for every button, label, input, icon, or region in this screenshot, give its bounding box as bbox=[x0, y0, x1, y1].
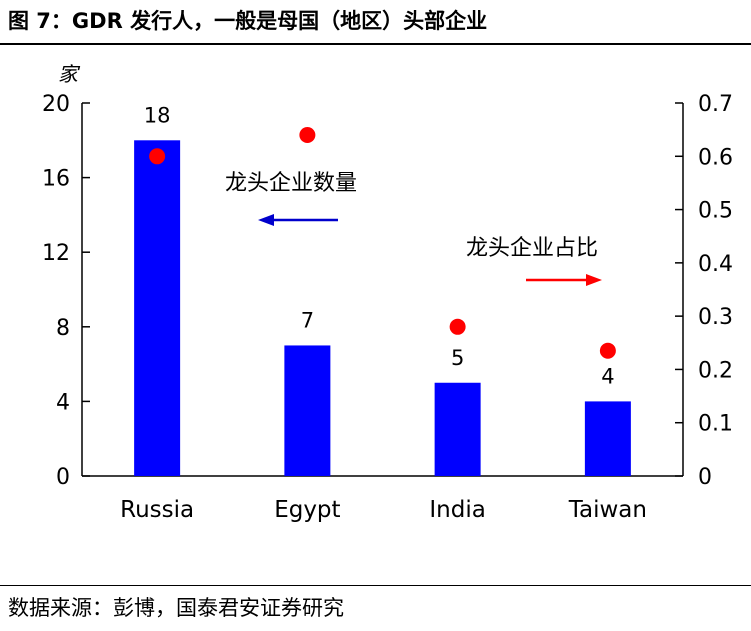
bar-data-label: 4 bbox=[601, 364, 614, 388]
scatter-point bbox=[299, 126, 316, 143]
right-axis-tick-label: 0.3 bbox=[698, 305, 733, 330]
right-axis-tick-label: 0.1 bbox=[698, 412, 733, 437]
x-axis-category-label: Russia bbox=[120, 497, 194, 523]
combo-chart: 0 4 8 12 16 20 家 0 0.1 0.2 0.3 0.4 0.5 0.6 0.7 Russia Eg… bbox=[42, 62, 733, 523]
arrow-left-head bbox=[258, 214, 274, 226]
left-axis-tick-label: 0 bbox=[56, 465, 70, 490]
bars-layer: 18 7 5 4 bbox=[134, 103, 631, 477]
left-axis-tick-label: 4 bbox=[56, 390, 70, 415]
left-axis-tick-label: 8 bbox=[56, 316, 70, 341]
scatter-point bbox=[149, 148, 166, 165]
bar bbox=[584, 401, 631, 476]
x-axis-category-label: Taiwan bbox=[568, 497, 647, 523]
annotation-share-label: 龙头企业占比 bbox=[466, 236, 598, 261]
right-axis-tick-label: 0.2 bbox=[698, 358, 733, 383]
scatter-point bbox=[599, 342, 616, 359]
right-axis-tick-label: 0.6 bbox=[698, 145, 733, 170]
bar-data-label: 5 bbox=[451, 346, 464, 370]
right-axis-tick-label: 0.5 bbox=[698, 199, 733, 224]
x-axis-category-label: India bbox=[429, 497, 485, 523]
right-axis-tick-label: 0.4 bbox=[698, 252, 733, 277]
left-axis-unit: 家 bbox=[58, 62, 81, 86]
right-axis-tick-label: 0.7 bbox=[698, 92, 733, 117]
scatter-point bbox=[449, 318, 466, 335]
left-axis-tick-label: 12 bbox=[42, 241, 70, 266]
points-layer bbox=[149, 126, 616, 359]
bar-data-label: 7 bbox=[301, 308, 314, 332]
right-axis-tick-label: 0 bbox=[698, 465, 712, 490]
bar-data-label: 18 bbox=[144, 103, 171, 127]
bar bbox=[284, 345, 331, 476]
source-divider bbox=[0, 585, 751, 586]
bar bbox=[434, 382, 481, 476]
axes-layer: 0 4 8 12 16 20 家 0 0.1 0.2 0.3 0.4 0.5 0.6 0.7 Russia Eg… bbox=[42, 62, 733, 523]
title-divider bbox=[0, 43, 751, 45]
left-axis-tick-label: 20 bbox=[42, 92, 70, 117]
left-axis-tick-label: 16 bbox=[42, 167, 70, 192]
bar bbox=[134, 140, 181, 477]
figure-title: 图 7：GDR 发行人，一般是母国（地区）头部企业 bbox=[8, 9, 488, 33]
annotation-count-label: 龙头企业数量 bbox=[225, 171, 357, 196]
arrow-right-head bbox=[586, 274, 602, 286]
source-note: 数据来源：彭博，国泰君安证券研究 bbox=[8, 596, 344, 620]
x-axis-category-label: Egypt bbox=[274, 497, 340, 523]
